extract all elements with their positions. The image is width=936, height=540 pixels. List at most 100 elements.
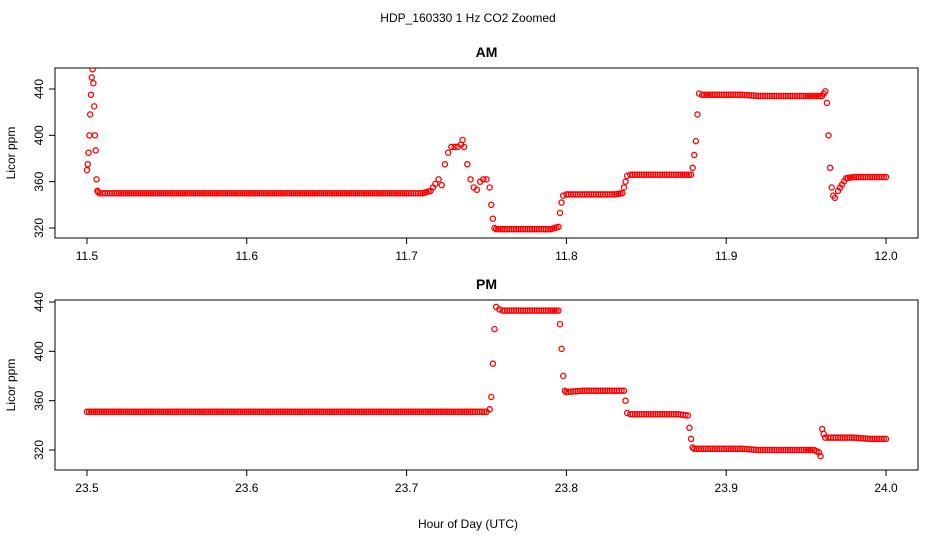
pm-data-point — [551, 307, 558, 314]
am-data-point — [87, 91, 95, 99]
am-data-point — [480, 176, 487, 183]
pm-data-point — [171, 408, 178, 416]
pm-data-point — [320, 408, 327, 416]
pm-data-point — [367, 408, 374, 416]
pm-x-tick-label: 23.6 — [235, 481, 259, 495]
pm-data-point — [318, 408, 325, 416]
pm-data-point — [489, 360, 497, 367]
am-data-point — [305, 189, 312, 197]
am-data-point — [134, 189, 142, 197]
pm-data-point — [486, 406, 493, 413]
pm-data-point — [162, 408, 170, 416]
pm-data-point — [328, 408, 336, 416]
pm-x-tick-label: 24.0 — [874, 481, 898, 495]
pm-data-point — [558, 345, 565, 353]
pm-data-point — [448, 408, 455, 416]
pm-y-tick-label: 320 — [32, 440, 46, 460]
pm-data-point — [880, 435, 888, 443]
am-data-point — [354, 189, 361, 197]
pm-data-point — [234, 408, 242, 416]
am-data-point — [203, 189, 210, 197]
pm-data-point — [802, 446, 810, 454]
pm-data-point — [185, 408, 193, 416]
pm-data-point — [113, 408, 121, 416]
pm-data-point — [249, 408, 257, 416]
pm-data-point — [313, 408, 321, 416]
pm-data-point — [179, 408, 187, 416]
am-data-point — [333, 189, 340, 197]
am-data-point — [377, 189, 385, 197]
pm-data-point — [465, 408, 472, 416]
am-data-point — [315, 189, 323, 197]
pm-data-point — [247, 408, 255, 416]
am-data-point — [273, 189, 280, 197]
am-data-point — [441, 161, 449, 168]
am-data-point — [679, 171, 686, 178]
pm-data-point — [333, 408, 340, 416]
am-data-point — [379, 189, 387, 197]
pm-data-point — [326, 408, 334, 416]
am-data-point — [286, 189, 293, 197]
am-data-point — [681, 171, 688, 178]
am-data-point — [277, 189, 285, 197]
am-data-point — [311, 189, 319, 197]
am-data-point — [556, 209, 564, 217]
am-data-point — [810, 92, 818, 100]
pm-data-point — [226, 408, 233, 416]
am-data-point — [158, 189, 165, 197]
am-panel-title: AM — [476, 44, 498, 60]
pm-data-point — [549, 307, 556, 314]
am-data-point — [328, 189, 336, 197]
pm-data-point — [491, 325, 498, 333]
pm-data-point — [98, 408, 106, 416]
am-data-point — [211, 189, 219, 197]
am-data-point — [882, 173, 890, 181]
pm-data-point — [209, 408, 216, 416]
pm-data-point — [102, 408, 110, 416]
am-data-point — [689, 164, 696, 172]
am-data-point — [151, 189, 159, 197]
pm-data-point — [399, 408, 406, 416]
am-data-point — [401, 189, 408, 197]
am-data-point — [362, 189, 370, 197]
am-data-point — [307, 189, 314, 197]
pm-data-point — [107, 408, 114, 416]
pm-data-point — [463, 408, 470, 416]
am-data-point — [207, 189, 214, 197]
am-data-point — [190, 189, 197, 197]
pm-data-point — [356, 408, 363, 416]
pm-data-point — [232, 408, 240, 416]
am-data-point — [269, 189, 276, 197]
am-data-point — [281, 189, 289, 197]
pm-data-point — [83, 408, 91, 416]
pm-data-point — [686, 424, 693, 432]
pm-data-point — [94, 408, 101, 416]
pm-data-point — [392, 408, 400, 416]
pm-data-point — [411, 408, 419, 416]
pm-data-point — [555, 307, 562, 314]
am-data-point — [692, 137, 700, 145]
pm-data-point — [405, 408, 412, 416]
pm-data-point — [166, 408, 174, 416]
pm-data-point — [345, 408, 353, 416]
am-data-point — [483, 176, 490, 183]
am-x-tick-label: 11.9 — [715, 249, 738, 263]
am-data-point — [147, 189, 155, 197]
pm-data-point — [145, 408, 153, 416]
am-data-point — [347, 189, 355, 197]
am-data-point — [292, 189, 300, 197]
pm-data-point — [390, 408, 398, 416]
am-data-point — [160, 189, 167, 197]
am-data-point — [417, 189, 424, 197]
am-data-point — [309, 189, 317, 197]
am-data-point — [217, 189, 225, 197]
pm-data-point — [87, 408, 95, 416]
pm-data-point — [130, 408, 138, 416]
am-data-point — [356, 189, 363, 197]
pm-data-point — [420, 408, 427, 416]
am-data-point — [254, 189, 261, 197]
am-data-point — [232, 189, 240, 197]
am-data-point — [92, 147, 100, 154]
pm-data-point — [439, 408, 447, 416]
am-data-point — [205, 189, 212, 197]
